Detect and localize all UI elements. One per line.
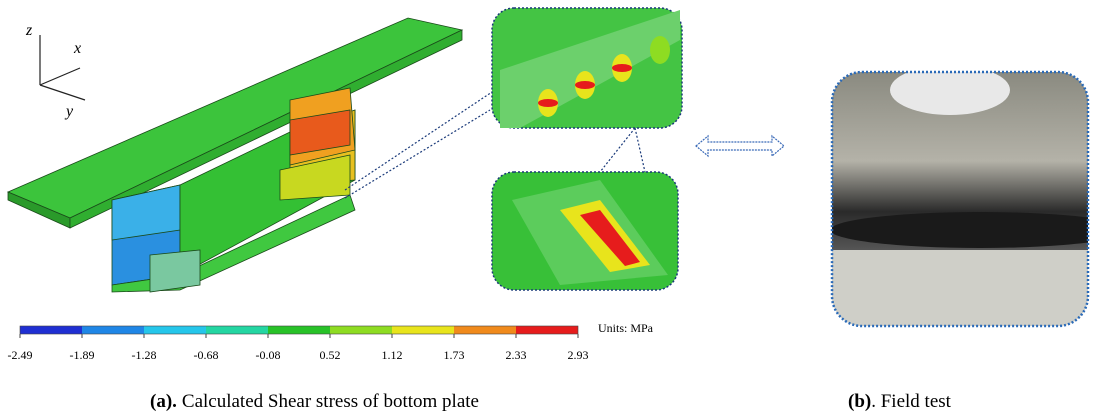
colorbar-tick-label: -0.08 [256,348,281,362]
field-photo [830,65,1097,326]
zoom-top [492,8,682,128]
colorbar-segment [330,326,392,334]
colorbar-tick-label: 1.73 [444,348,465,362]
caption-b-label: (b) [848,391,871,412]
caption-a-text: Calculated Shear stress of bottom plate [182,391,479,412]
axis-x: x [73,40,81,57]
colorbar-segment [454,326,516,334]
figure: z x y [0,0,1097,416]
colorbar-segment [82,326,144,334]
colorbar-segment [206,326,268,334]
zoom-bottom [492,172,678,290]
colorbar-segment [20,326,82,334]
double-arrow [696,136,784,156]
caption-a: (a).Calculated Shear stress of bottom pl… [150,391,479,412]
colorbar-tick-label: 0.52 [320,348,341,362]
caption-a-label: (a). [150,391,177,412]
colorbar-segment [392,326,454,334]
colorbar-segment [516,326,578,334]
colorbar-tick-label: -2.49 [8,348,33,362]
bridge-model [8,18,462,292]
colorbar-tick-label: 2.33 [506,348,527,362]
colorbar-units: Units: MPa [598,321,654,335]
caption-b: (b). Field test [848,391,952,412]
colorbar: -2.49 -1.89 -1.28 -0.68 -0.08 0.52 1.12 1.73 2.3… [8,326,589,362]
axis-z: z [25,22,33,39]
colorbar-segment [268,326,330,334]
colorbar-segment [144,326,206,334]
axis-y: y [64,103,74,120]
colorbar-tick-label: -1.28 [132,348,157,362]
colorbar-tick-label: -0.68 [194,348,219,362]
caption-b-text: . Field test [871,391,951,412]
colorbar-tick-label: 2.93 [568,348,589,362]
colorbar-tick-label: -1.89 [70,348,95,362]
colorbar-tick-label: 1.12 [382,348,403,362]
